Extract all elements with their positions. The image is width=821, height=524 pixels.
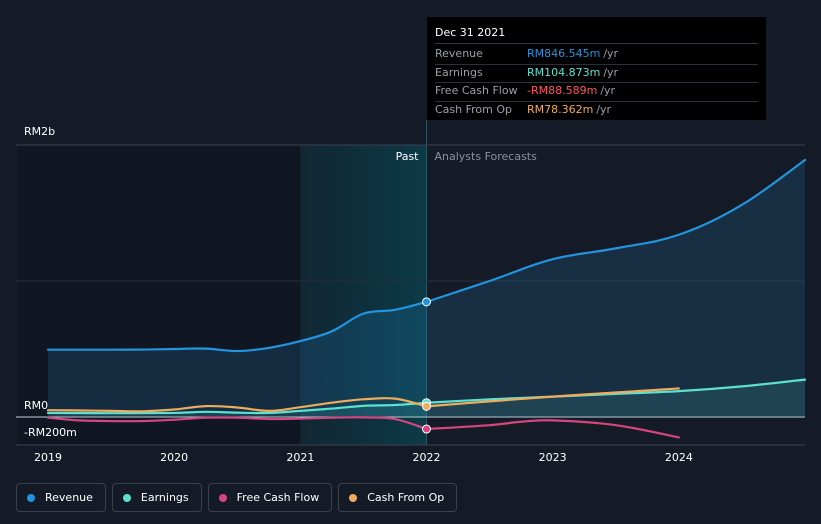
tooltip-row-value: RM104.873m <box>527 65 601 79</box>
legend-item-revenue[interactable]: Revenue <box>16 483 106 512</box>
cash-from-op-past-line <box>46 397 428 413</box>
legend-label: Free Cash Flow <box>236 491 320 504</box>
past-label: Past <box>396 150 420 163</box>
tooltip-row: Earnings RM104.873m/yr <box>435 65 758 83</box>
y-tick-label: RM0 <box>24 399 48 412</box>
tooltip-row-unit: /yr <box>600 84 616 97</box>
revenue-forecast-line <box>425 158 807 303</box>
tooltip-row-unit: /yr <box>603 65 619 79</box>
free-cash-flow-past-line <box>46 416 428 431</box>
cash-from-op-forecast-line <box>425 387 680 408</box>
legend-label: Earnings <box>140 491 189 504</box>
legend-item-cash-from-op[interactable]: Cash From Op <box>338 483 458 512</box>
free-cash-flow-forecast-line <box>425 419 680 439</box>
legend-dot-icon <box>27 493 35 502</box>
tooltip-row-unit: /yr <box>596 102 612 116</box>
free-cash-flow-marker <box>422 424 431 434</box>
tooltip-row-value: RM78.362m <box>527 102 594 116</box>
tooltip-row: Free Cash Flow -RM88.589m/yr <box>435 83 758 102</box>
cash-from-op-marker <box>422 401 431 411</box>
tooltip-row-label: Earnings <box>435 65 483 79</box>
x-tick-label: 2024 <box>665 451 693 464</box>
revenue-area <box>48 159 805 417</box>
x-tick-label: 2023 <box>539 451 567 464</box>
tooltip-row-value: -RM88.589m <box>527 84 598 97</box>
tooltip-row-label: Free Cash Flow <box>435 84 518 97</box>
tooltip-row-label: Cash From Op <box>435 102 513 116</box>
legend-item-free-cash-flow[interactable]: Free Cash Flow <box>207 483 333 512</box>
x-tick-label: 2020 <box>160 451 188 464</box>
y-tick-label: -RM200m <box>24 426 77 439</box>
tooltip-date: Dec 31 2021 <box>435 25 758 44</box>
tooltip-row: Revenue RM846.545m/yr <box>435 46 758 65</box>
tooltip-row-unit: /yr <box>603 47 619 60</box>
revenue-marker <box>422 297 431 307</box>
x-tick-label: 2019 <box>34 451 62 464</box>
forecast-label: Analysts Forecasts <box>435 150 538 163</box>
legend-item-earnings[interactable]: Earnings <box>111 483 202 512</box>
tooltip-row-value: RM846.545m <box>527 47 601 60</box>
past-highlight-band <box>300 145 427 445</box>
data-tooltip: Dec 31 2021 Revenue RM846.545m/yr Earnings… <box>427 17 766 120</box>
earnings-past-line <box>46 401 428 415</box>
revenue-past-line <box>46 300 428 353</box>
past-background <box>18 145 301 445</box>
tooltip-row: Cash From Op RM78.362m/yr <box>435 102 758 120</box>
x-tick-label: 2021 <box>286 451 314 464</box>
chart-legend: Revenue Earnings Free Cash Flow Cash From O… <box>16 483 458 512</box>
legend-dot-icon <box>218 493 227 502</box>
legend-label: Cash From Op <box>367 491 445 504</box>
x-tick-label: 2022 <box>413 451 441 464</box>
earnings-forecast-line <box>425 378 807 404</box>
earnings-area <box>48 379 805 417</box>
legend-dot-icon <box>349 493 358 502</box>
legend-label: Revenue <box>45 491 93 504</box>
y-tick-label: RM2b <box>24 125 55 138</box>
tooltip-row-label: Revenue <box>435 47 483 60</box>
legend-dot-icon <box>122 493 131 502</box>
